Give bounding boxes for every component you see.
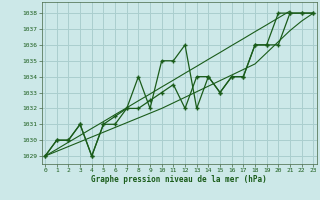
X-axis label: Graphe pression niveau de la mer (hPa): Graphe pression niveau de la mer (hPa): [91, 175, 267, 184]
